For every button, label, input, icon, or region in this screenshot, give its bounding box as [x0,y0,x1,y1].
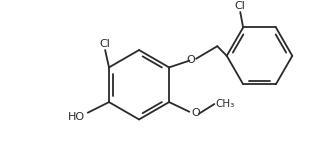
Text: CH₃: CH₃ [215,99,234,109]
Text: HO: HO [68,112,85,122]
Text: Cl: Cl [100,39,111,49]
Text: Cl: Cl [235,1,246,11]
Text: O: O [191,108,200,118]
Text: O: O [186,55,195,65]
